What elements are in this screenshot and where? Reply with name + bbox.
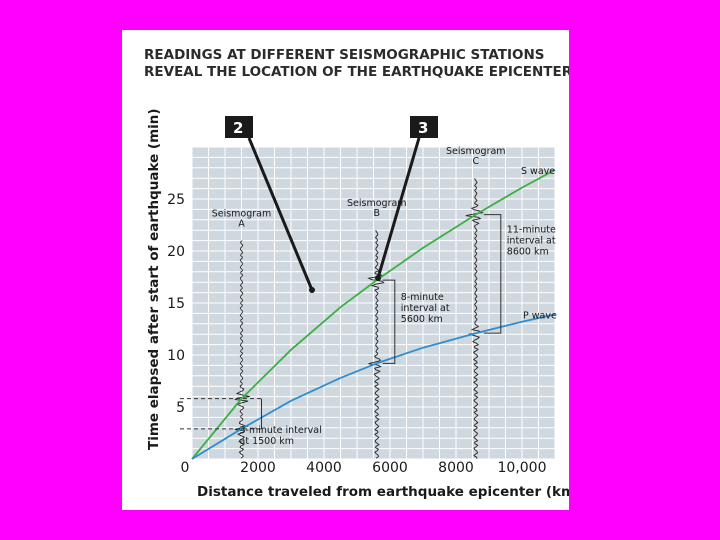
interval-c-bracket xyxy=(483,214,502,334)
interval-a-text: at 1500 km xyxy=(240,436,295,447)
x-tick-label: 8000 xyxy=(438,460,474,476)
callout-2-dot xyxy=(309,287,315,293)
seismogram-letter: A xyxy=(238,219,245,230)
y-tick-label: 20 xyxy=(167,244,185,260)
interval-c-text: interval at xyxy=(507,236,556,247)
callout-3: 3 xyxy=(375,116,438,281)
y-tick-label: 15 xyxy=(167,296,185,312)
seismogram-letter: B xyxy=(374,208,381,219)
x-tick-label: 4000 xyxy=(306,460,342,476)
interval-c-text: 8600 km xyxy=(507,247,549,258)
y-tick-label: 25 xyxy=(167,192,185,208)
seismogram-label: Seismogram xyxy=(446,146,506,157)
interval-b-text: 8-minute xyxy=(401,292,444,303)
interval-a-text: 3-minute interval xyxy=(240,425,322,436)
x-tick-label: 0 xyxy=(181,460,190,476)
seismograph-chart: READINGS AT DIFFERENT SEISMOGRAPHIC STAT… xyxy=(144,47,569,500)
s-wave-legend: S wave xyxy=(521,166,555,177)
x-tick-label: 10,000 xyxy=(498,460,547,476)
callout-2: 2 xyxy=(225,116,315,293)
seismogram-trace xyxy=(367,230,385,459)
interval-b-bracket xyxy=(382,279,396,364)
callout-3-label: 3 xyxy=(418,119,428,137)
callout-3-dot xyxy=(375,275,381,281)
chart-title-line-1: READINGS AT DIFFERENT SEISMOGRAPHIC STAT… xyxy=(144,47,545,63)
callout-2-label: 2 xyxy=(233,119,243,137)
y-tick-label: 10 xyxy=(167,348,185,364)
x-axis-label: Distance traveled from earthquake epicen… xyxy=(197,484,569,500)
callout-3-pointer xyxy=(376,137,421,279)
chart-title-line-2: REVEAL THE LOCATION OF THE EARTHQUAKE EP… xyxy=(144,64,569,80)
p-wave-line xyxy=(191,313,556,460)
seismogram-label: Seismogram xyxy=(212,209,272,220)
seismogram-letter: C xyxy=(472,156,479,167)
interval-b-text: interval at xyxy=(401,303,450,314)
interval-b-text: 5600 km xyxy=(401,314,443,325)
seismogram-label: Seismogram xyxy=(347,198,407,209)
seismogram-trace xyxy=(234,240,250,459)
callout-2-pointer xyxy=(247,137,314,291)
callout-3-box xyxy=(410,116,438,138)
x-tick-label: 2000 xyxy=(240,460,276,476)
x-tick-label: 6000 xyxy=(372,460,408,476)
seismogram-trace xyxy=(465,178,484,459)
figure-panel: READINGS AT DIFFERENT SEISMOGRAPHIC STAT… xyxy=(122,30,569,510)
grid-lines xyxy=(191,146,556,460)
y-tick-label: 5 xyxy=(176,400,185,416)
p-wave-legend: P wave xyxy=(523,310,557,321)
callout-2-box xyxy=(225,116,253,138)
y-axis-label: Time elapsed after start of earthquake (… xyxy=(146,108,162,450)
interval-c-text: 11-minute xyxy=(507,225,556,236)
axis-ticks: 0 2000 4000 6000 8000 10,000 5 10 15 20 25 xyxy=(167,192,546,476)
